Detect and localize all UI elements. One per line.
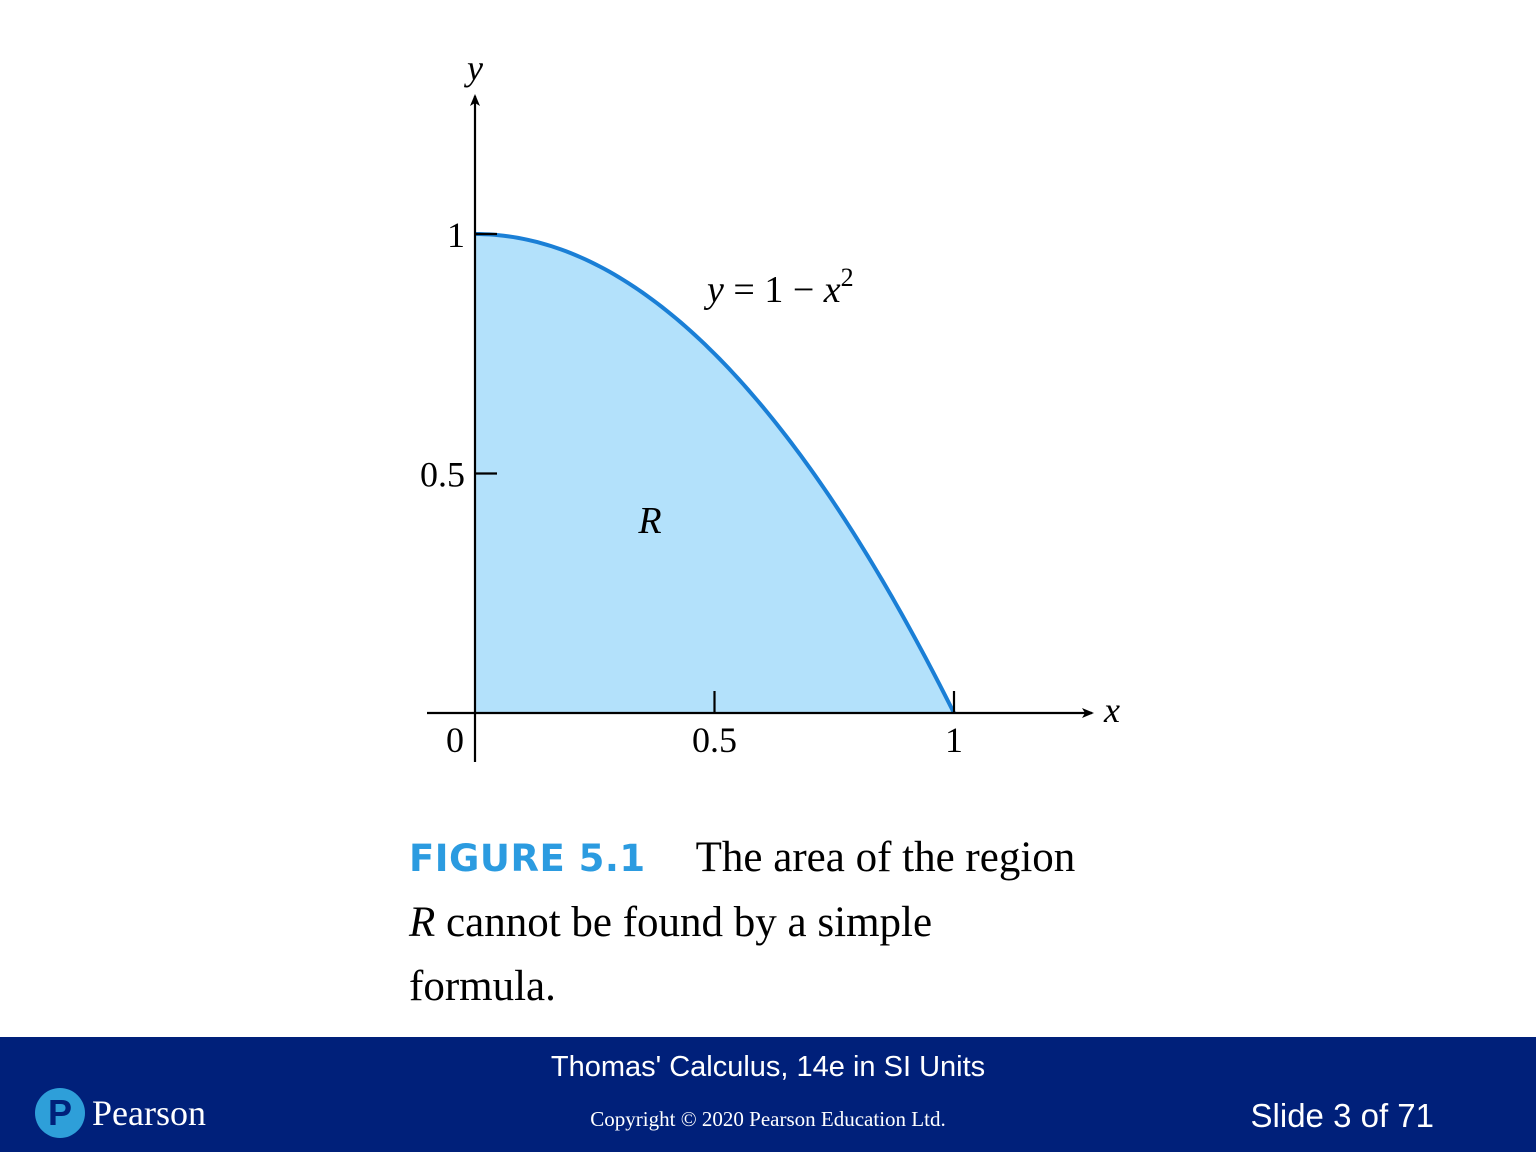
origin-label: 0 (446, 720, 464, 760)
y-tick-label: 0.5 (420, 455, 465, 495)
figure-caption: FIGURE 5.1 The area of the region R canno… (409, 826, 1169, 1019)
copyright-notice: Copyright © 2020 Pearson Education Ltd. (590, 1107, 946, 1131)
book-title: Thomas' Calculus, 14e in SI Units (550, 1051, 986, 1083)
caption-line-2: cannot be found by a simple (435, 899, 933, 946)
footer-bar: P Pearson Thomas' Calculus, 14e in SI Un… (0, 1037, 1536, 1152)
pearson-logo: P Pearson (34, 1087, 206, 1139)
brand-name: Pearson (92, 1093, 206, 1133)
slide-number: Slide 3 of 71 (1250, 1097, 1434, 1134)
figure-label: FIGURE 5.1 (409, 837, 646, 880)
pearson-logo-icon: P (35, 1088, 85, 1138)
caption-region-var: R (409, 899, 436, 946)
chart: 0.5 1 0.5 1 0 x y Ry = 1 − x2 (420, 48, 1120, 762)
region-r-fill (475, 234, 954, 713)
y-axis-label: y (464, 48, 483, 88)
y-tick-label: 1 (447, 215, 465, 255)
x-tick-label: 0.5 (692, 720, 737, 760)
logo-letter: P (48, 1092, 72, 1133)
x-axis-label: x (1103, 690, 1120, 730)
function-label: y = 1 − x2 (703, 263, 854, 311)
caption-line-3: formula. (409, 963, 556, 1010)
caption-line-1: The area of the region (695, 834, 1076, 881)
curve-line (474, 232, 956, 714)
region-label: R (637, 500, 661, 542)
x-tick-label: 1 (945, 720, 963, 760)
